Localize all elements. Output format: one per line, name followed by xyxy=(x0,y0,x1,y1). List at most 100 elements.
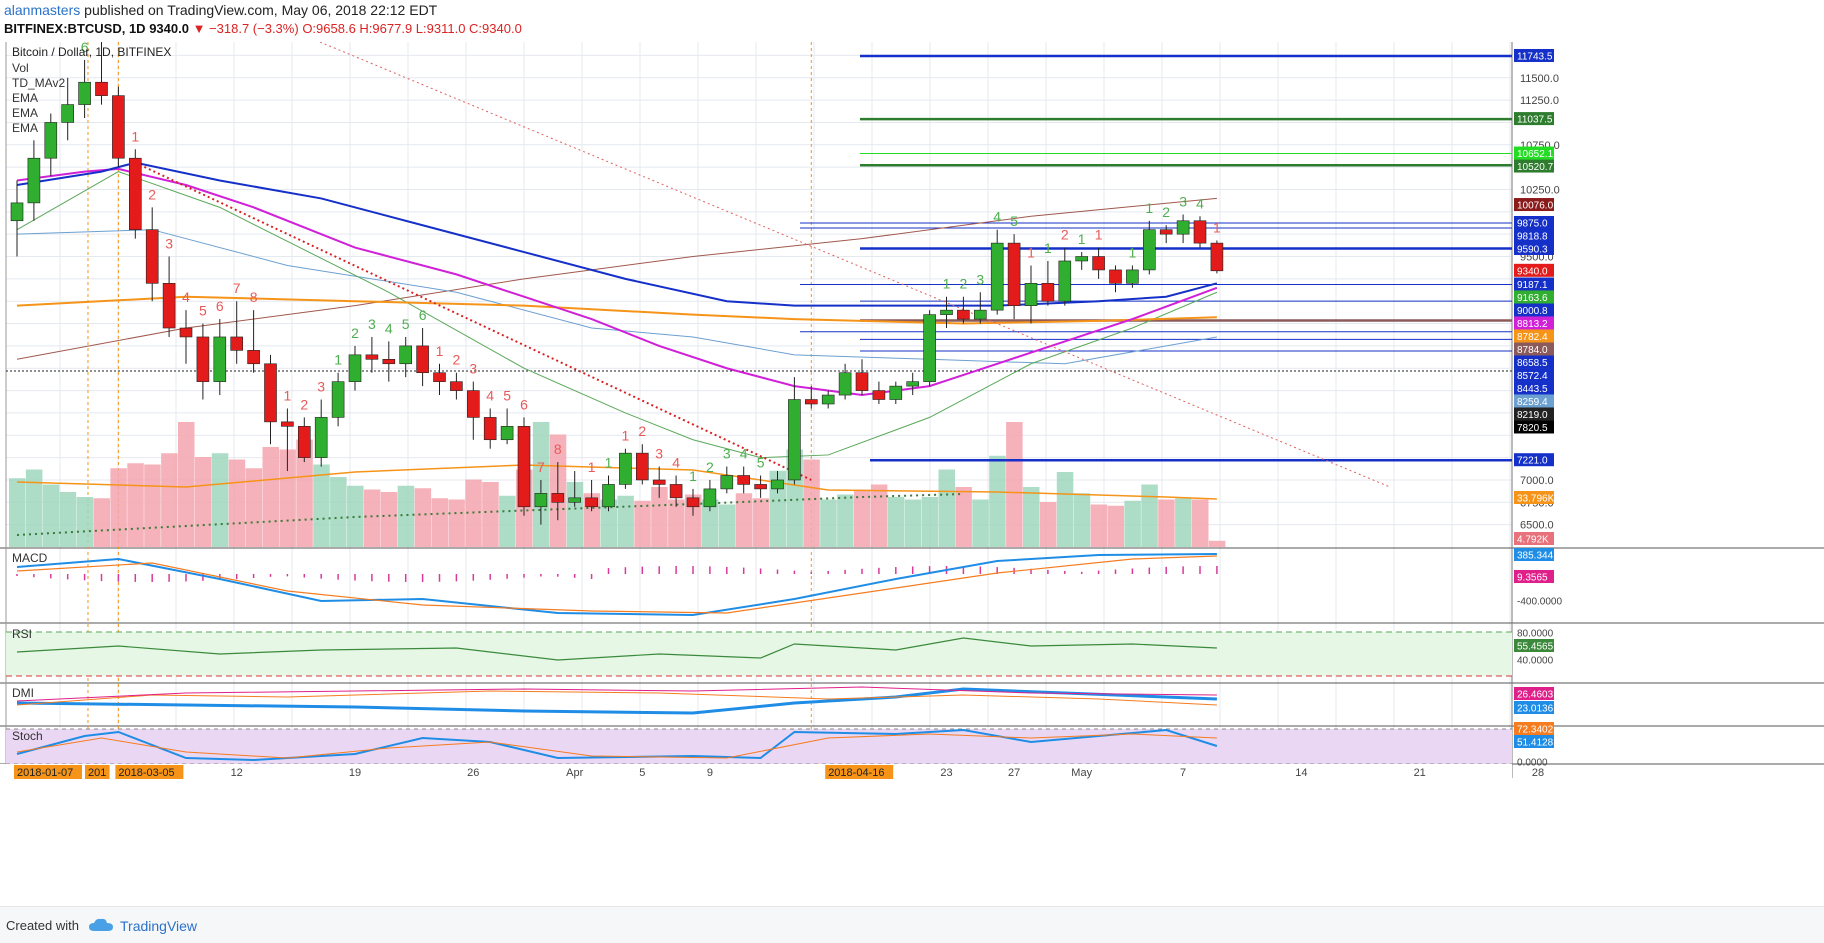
ema-magenta-line xyxy=(16,167,1218,397)
td-count-label: 1 xyxy=(588,459,596,475)
price-level-tag-text: 9163.6 xyxy=(1517,293,1548,304)
td-count-label: 4 xyxy=(672,454,680,470)
date-highlight-label: 2018-03-05 xyxy=(118,767,174,779)
legend-entry: EMA xyxy=(12,121,38,135)
last-price: 9340.0 xyxy=(149,21,189,36)
candle-body xyxy=(44,122,58,159)
volume-bar xyxy=(803,459,820,547)
candle-body xyxy=(213,336,227,382)
volume-bar xyxy=(769,470,786,547)
td-count-label: 3 xyxy=(317,379,325,395)
volume-bar xyxy=(1124,500,1141,547)
volume-bar xyxy=(989,455,1006,547)
td-count-label: 5 xyxy=(402,316,410,332)
td-count-label: 2 xyxy=(300,396,308,412)
volume-bar xyxy=(1023,487,1040,547)
candle-body xyxy=(145,229,159,284)
td-count-label: 5 xyxy=(503,387,511,403)
price-level-tag-text: 10076.0 xyxy=(1517,201,1554,212)
td-count-label: 2 xyxy=(638,423,646,439)
candle-body xyxy=(872,390,886,400)
td-count-label: 1 xyxy=(131,128,139,144)
candle-body xyxy=(889,385,903,400)
candle-body xyxy=(129,157,142,230)
candle-body xyxy=(297,426,311,458)
volume-bar xyxy=(1158,499,1175,547)
td-count-label: 3 xyxy=(723,446,731,462)
candle-body xyxy=(737,475,751,485)
stoch-value-label: 51.4128 xyxy=(1517,738,1554,749)
price-level-tag-text: 8658.5 xyxy=(1517,358,1548,369)
price-level-tag xyxy=(1514,368,1554,382)
td-count-label: 3 xyxy=(165,236,173,252)
candle-body xyxy=(720,475,734,490)
date-highlight-tag xyxy=(825,765,894,779)
volume-bar xyxy=(363,489,381,547)
candle-body xyxy=(1092,256,1105,271)
rsi-label: RSI xyxy=(12,627,32,641)
td-count-label: 7 xyxy=(233,280,241,296)
date-axis-label: 27 xyxy=(1008,767,1020,779)
candle-body xyxy=(551,493,565,503)
date-axis-label: 14 xyxy=(1295,767,1307,779)
volume-tag xyxy=(1514,491,1554,504)
author-link[interactable]: alanmasters xyxy=(4,2,81,18)
price-level-tag xyxy=(1514,342,1554,356)
volume-bar xyxy=(854,489,871,547)
candle-body xyxy=(281,421,294,427)
price-level-tag-text: 9187.1 xyxy=(1517,280,1548,291)
td-count-label: 8 xyxy=(250,289,258,305)
volume-bar xyxy=(499,495,516,547)
candle-body xyxy=(78,81,91,105)
price-level-tag-text: 11037.5 xyxy=(1517,115,1553,126)
tradingview-link[interactable]: TradingView xyxy=(120,918,198,934)
price-level-tag xyxy=(1514,290,1554,304)
price-level-tag-text: 9000.8 xyxy=(1517,306,1548,317)
date-axis-label: 19 xyxy=(349,767,361,779)
td-count-label: 3 xyxy=(368,316,376,332)
volume-bar xyxy=(414,488,432,547)
volume-tag-text: 4.792K xyxy=(1517,535,1549,546)
candle-body xyxy=(754,484,767,490)
volume-bar xyxy=(313,464,330,547)
price-chart[interactable]: 6712345678123123456123456781112341234512… xyxy=(0,42,1824,906)
volume-bar xyxy=(397,485,415,547)
macd-label: MACD xyxy=(12,551,48,565)
td-count-label: 2 xyxy=(1162,204,1170,220)
td-count-label: 6 xyxy=(419,307,427,323)
price-level-tag xyxy=(1514,381,1554,395)
legend-entry: TD_MAv2 xyxy=(12,76,65,90)
date-highlight-tag xyxy=(84,765,110,779)
dmi-plus-line xyxy=(16,690,1217,706)
volume-bar xyxy=(482,482,499,547)
symbol-name[interactable]: BITFINEX:BTCUSD, 1D xyxy=(4,21,146,36)
td-count-label: 1 xyxy=(436,343,444,359)
candle-body xyxy=(162,283,176,329)
volume-bar xyxy=(1192,499,1209,547)
candle-body xyxy=(1159,229,1173,235)
date-axis-label: 12 xyxy=(231,767,243,779)
volume-bar xyxy=(144,464,161,547)
volume-bar xyxy=(1208,540,1226,547)
volume-bar xyxy=(651,487,668,547)
candle-body xyxy=(855,372,869,391)
volume-bar xyxy=(380,492,398,547)
volume-bar xyxy=(211,453,229,547)
price-level-tag-text: 9590.3 xyxy=(1517,244,1548,255)
stoch-value-tag xyxy=(1514,735,1554,748)
volume-bar xyxy=(431,498,448,547)
candle-body xyxy=(365,354,379,360)
rsi-value-label: 80.0000 xyxy=(1517,629,1554,640)
td-count-label: 4 xyxy=(385,320,393,336)
stoch-d-line xyxy=(16,733,1217,759)
price-level-tag xyxy=(1514,407,1554,421)
rsi-value-label: 40.0000 xyxy=(1517,656,1554,667)
price-axis-label: 11500.0 xyxy=(1520,73,1559,85)
rsi-pane xyxy=(6,631,1512,677)
volume-bar xyxy=(279,449,296,547)
created-with-text: Created with xyxy=(6,918,79,933)
price-level-tag xyxy=(1514,112,1554,126)
volume-bar xyxy=(1073,493,1091,547)
candle-body xyxy=(1109,269,1122,284)
volume-bar xyxy=(735,493,753,547)
